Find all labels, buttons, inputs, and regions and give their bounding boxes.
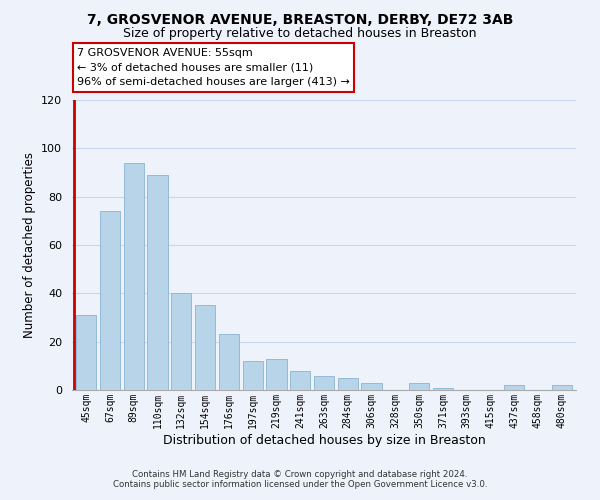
Bar	[171, 294, 191, 390]
Bar	[409, 383, 429, 390]
Bar	[433, 388, 453, 390]
Bar	[504, 385, 524, 390]
Bar	[361, 383, 382, 390]
Bar	[242, 361, 263, 390]
X-axis label: Distribution of detached houses by size in Breaston: Distribution of detached houses by size …	[163, 434, 485, 446]
Bar	[100, 211, 120, 390]
Bar	[338, 378, 358, 390]
Bar	[148, 175, 167, 390]
Text: Size of property relative to detached houses in Breaston: Size of property relative to detached ho…	[123, 28, 477, 40]
Text: 7 GROSVENOR AVENUE: 55sqm
← 3% of detached houses are smaller (11)
96% of semi-d: 7 GROSVENOR AVENUE: 55sqm ← 3% of detach…	[77, 48, 350, 88]
Text: 7, GROSVENOR AVENUE, BREASTON, DERBY, DE72 3AB: 7, GROSVENOR AVENUE, BREASTON, DERBY, DE…	[87, 12, 513, 26]
Y-axis label: Number of detached properties: Number of detached properties	[23, 152, 35, 338]
Text: Contains HM Land Registry data © Crown copyright and database right 2024.
Contai: Contains HM Land Registry data © Crown c…	[113, 470, 487, 489]
Bar	[124, 163, 144, 390]
Bar	[219, 334, 239, 390]
Bar	[76, 315, 97, 390]
Bar	[290, 370, 310, 390]
Bar	[314, 376, 334, 390]
Bar	[266, 358, 287, 390]
Bar	[551, 385, 572, 390]
Bar	[195, 306, 215, 390]
